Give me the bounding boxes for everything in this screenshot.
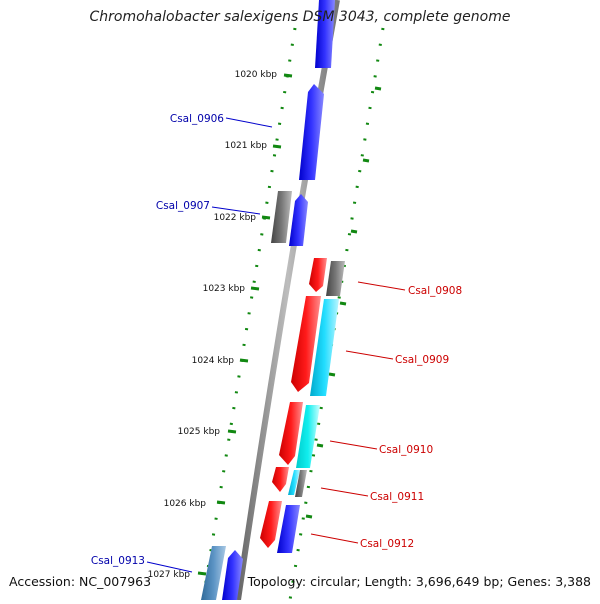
accession-label: Accession: NC_007963 <box>9 574 152 589</box>
gene-feature-cyan[interactable] <box>288 470 300 495</box>
kbp-tick <box>239 358 249 363</box>
kbp-label: 1026 kbp <box>164 499 207 509</box>
kbp-label: 1027 kbp <box>148 570 191 580</box>
kbp-scale: 1020 kbp 1021 kbp 1022 kbp 1023 kbp 1024… <box>148 70 293 580</box>
gene-label[interactable]: Csal_0911 <box>370 491 424 503</box>
kbp-tick <box>283 73 293 78</box>
kbp-tick <box>227 429 237 434</box>
kbp-label: 1025 kbp <box>178 427 221 437</box>
gene-feature-blue[interactable] <box>222 550 243 600</box>
kbp-label: 1021 kbp <box>225 141 268 151</box>
outer-ticks <box>305 86 382 519</box>
gene-feature-grey[interactable] <box>295 470 307 497</box>
kbp-tick <box>216 500 226 505</box>
leader-lines <box>146 117 406 573</box>
gene-label[interactable]: Csal_0913 <box>91 555 145 567</box>
gene-label[interactable]: Csal_0909 <box>395 354 449 366</box>
gene-feature-grey[interactable] <box>271 191 292 243</box>
gene-labels: Csal_0906 Csal_0907 Csal_0908 Csal_0909 … <box>91 113 462 567</box>
kbp-label: 1020 kbp <box>235 70 278 80</box>
gene-label[interactable]: Csal_0906 <box>170 113 224 125</box>
gene-feature-grey[interactable] <box>326 261 345 296</box>
kbp-tick <box>197 571 207 576</box>
kbp-label: 1024 kbp <box>192 356 235 366</box>
gene-feature-cyan[interactable] <box>296 405 320 468</box>
gene-feature-csal-0910[interactable] <box>279 402 303 465</box>
gene-label[interactable]: Csal_0908 <box>408 285 462 297</box>
gene-label[interactable]: Csal_0907 <box>156 200 210 212</box>
gene-feature-forward[interactable] <box>315 0 335 68</box>
gene-feature-cyan[interactable] <box>310 299 339 396</box>
kbp-tick <box>261 215 271 220</box>
map-title: Chromohalobacter salexigens DSM 3043, co… <box>89 9 511 25</box>
gene-feature-csal-0912[interactable] <box>260 501 282 548</box>
gene-feature-csal-0911[interactable] <box>272 467 289 492</box>
gene-feature-csal-0909[interactable] <box>291 296 321 392</box>
kbp-label: 1022 kbp <box>214 213 257 223</box>
gene-label[interactable]: Csal_0910 <box>379 444 433 456</box>
gene-feature-blue[interactable] <box>277 505 300 553</box>
gene-features <box>201 0 345 600</box>
gene-label[interactable]: Csal_0912 <box>360 538 414 550</box>
gene-feature-csal-0907[interactable] <box>289 194 308 246</box>
kbp-tick <box>250 286 260 291</box>
kbp-tick <box>272 144 282 149</box>
gene-feature-csal-0908[interactable] <box>309 258 327 292</box>
genome-summary: Topology: circular; Length: 3,696,649 bp… <box>247 574 591 589</box>
inner-tick-rail <box>201 27 297 601</box>
gene-feature-csal-0913[interactable] <box>201 546 226 600</box>
kbp-label: 1023 kbp <box>203 284 246 294</box>
genome-backbone <box>235 0 340 601</box>
gene-feature-csal-0906[interactable] <box>299 84 324 180</box>
